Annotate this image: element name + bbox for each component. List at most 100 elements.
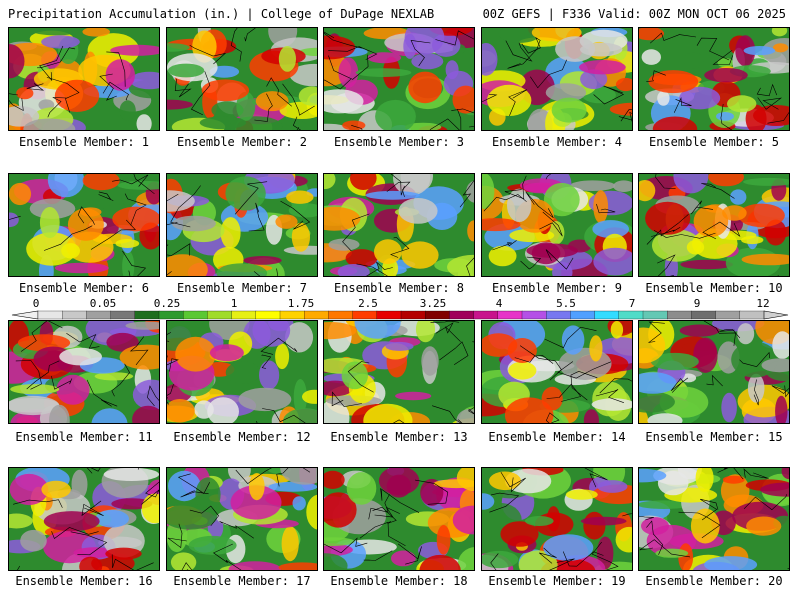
colorbar-bin: [667, 310, 692, 320]
ensemble-member-label: Ensemble Member: 4: [491, 135, 623, 149]
ensemble-member-map: [8, 173, 160, 277]
colorbar-bin: [715, 310, 741, 320]
precip-field: [482, 28, 632, 130]
ensemble-member-label: Ensemble Member: 10: [645, 281, 783, 295]
ensemble-member-label: Ensemble Member: 16: [15, 574, 153, 588]
colorbar-bin: [400, 310, 426, 320]
precip-field: [324, 321, 474, 423]
colorbar-bin: [86, 310, 112, 320]
ensemble-member-map: [481, 173, 633, 277]
precip-field: [324, 468, 474, 570]
precip-field: [324, 174, 474, 276]
ensemble-member-label: Ensemble Member: 18: [330, 574, 468, 588]
ensemble-member-map: [638, 320, 790, 424]
ensemble-member-map: [323, 467, 475, 571]
ensemble-member-map: [481, 320, 633, 424]
ensemble-member-label: Ensemble Member: 20: [645, 574, 783, 588]
colorbar-tick-label: 7: [628, 297, 636, 310]
colorbar-bin: [207, 310, 233, 320]
colorbar-bin: [425, 310, 450, 320]
precip-field: [639, 28, 789, 130]
ensemble-member-map: [323, 27, 475, 131]
ensemble-member-label: Ensemble Member: 6: [18, 281, 150, 295]
precip-field: [324, 28, 474, 130]
colorbar-bin: [304, 310, 329, 320]
product-title: Precipitation Accumulation (in.) | Colle…: [8, 7, 435, 21]
colorbar-tick-label: 0.05: [89, 297, 117, 310]
colorbar-tick-label: 4: [495, 297, 503, 310]
colorbar-bin: [37, 310, 63, 320]
colorbar-max-arrow: [763, 310, 789, 320]
colorbar-bin: [739, 310, 765, 320]
ensemble-member-map: [166, 320, 318, 424]
precip-field: [482, 174, 632, 276]
precip-field: [639, 321, 789, 423]
colorbar-bin: [546, 310, 571, 320]
ensemble-member-map: [323, 173, 475, 277]
colorbar-bin: [134, 310, 160, 320]
colorbar-bin: [691, 310, 717, 320]
colorbar-bin: [449, 310, 475, 320]
ensemble-member-label: Ensemble Member: 19: [488, 574, 626, 588]
ensemble-member-map: [8, 467, 160, 571]
colorbar-bin: [352, 310, 378, 320]
colorbar-bin: [62, 310, 87, 320]
ensemble-member-label: Ensemble Member: 11: [15, 430, 153, 444]
colorbar-tick-label: 9: [693, 297, 701, 310]
colorbar-tick-label: 1.75: [287, 297, 315, 310]
colorbar-tick-label: 5.5: [556, 297, 576, 310]
precip-field: [9, 468, 159, 570]
ensemble-member-label: Ensemble Member: 9: [491, 281, 623, 295]
ensemble-member-map: [166, 27, 318, 131]
ensemble-member-map: [323, 320, 475, 424]
colorbar-bin: [594, 310, 620, 320]
ensemble-member-map: [481, 467, 633, 571]
ensemble-member-label: Ensemble Member: 8: [333, 281, 465, 295]
run-valid-time: 00Z GEFS | F336 Valid: 00Z MON OCT 06 20…: [482, 7, 786, 21]
colorbar-bin: [473, 310, 499, 320]
colorbar-tick-label: 0: [32, 297, 40, 310]
colorbar-tick-label: 3.25: [419, 297, 447, 310]
ensemble-member-label: Ensemble Member: 15: [645, 430, 783, 444]
colorbar-bin: [521, 310, 547, 320]
colorbar-bin: [618, 310, 644, 320]
colorbar-bin: [110, 310, 136, 320]
ensemble-member-label: Ensemble Member: 14: [488, 430, 626, 444]
colorbar-bin: [570, 310, 596, 320]
colorbar: [11, 310, 789, 320]
ensemble-member-label: Ensemble Member: 12: [173, 430, 311, 444]
precip-field: [9, 321, 159, 423]
colorbar-min-arrow: [11, 310, 39, 320]
precip-field: [482, 321, 632, 423]
colorbar-bin: [328, 310, 354, 320]
colorbar-bin: [231, 310, 257, 320]
precip-field: [9, 28, 159, 130]
colorbar-bin: [183, 310, 208, 320]
colorbar-bin: [497, 310, 523, 320]
precip-field: [167, 28, 317, 130]
ensemble-member-map: [638, 173, 790, 277]
colorbar-tick-label: 2.5: [358, 297, 378, 310]
ensemble-member-map: [638, 467, 790, 571]
precip-field: [167, 321, 317, 423]
ensemble-member-label: Ensemble Member: 1: [18, 135, 150, 149]
precip-field: [639, 468, 789, 570]
colorbar-tick-label: 12: [756, 297, 770, 310]
ensemble-member-map: [8, 320, 160, 424]
precip-field: [482, 468, 632, 570]
ensemble-member-map: [166, 173, 318, 277]
colorbar-tick-label: 0.25: [153, 297, 181, 310]
ensemble-member-map: [638, 27, 790, 131]
colorbar-bin: [158, 310, 184, 320]
colorbar-bin: [279, 310, 305, 320]
ensemble-member-label: Ensemble Member: 2: [176, 135, 308, 149]
header: Precipitation Accumulation (in.) | Colle…: [0, 0, 800, 26]
colorbar-bin: [376, 310, 402, 320]
precip-field: [167, 174, 317, 276]
ensemble-member-label: Ensemble Member: 17: [173, 574, 311, 588]
precip-field: [9, 174, 159, 276]
ensemble-member-label: Ensemble Member: 3: [333, 135, 465, 149]
colorbar-bin: [255, 310, 281, 320]
colorbar-tick-label: 1: [230, 297, 238, 310]
ensemble-member-label: Ensemble Member: 5: [648, 135, 780, 149]
